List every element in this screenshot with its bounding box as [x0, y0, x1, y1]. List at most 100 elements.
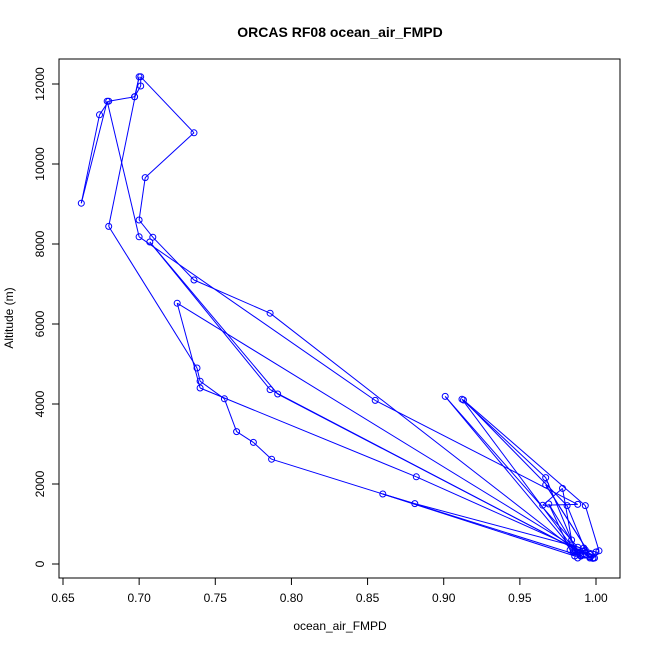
y-axis-label: Altitude (m) — [2, 287, 16, 348]
series-segment — [584, 505, 600, 551]
series-segment — [577, 553, 585, 559]
series-segment — [193, 279, 271, 314]
data-point — [274, 390, 282, 398]
data-point — [77, 199, 85, 207]
series-segment — [138, 177, 146, 221]
y-tick-label: 6000 — [33, 310, 47, 337]
x-tick-label: 0.70 — [127, 591, 151, 605]
data-point — [581, 546, 589, 554]
x-tick-label: 0.95 — [508, 591, 532, 605]
series-segment — [545, 484, 591, 555]
data-point — [135, 233, 143, 241]
data-point — [569, 548, 577, 556]
data-point — [559, 484, 566, 492]
series-segment — [106, 101, 140, 237]
data-point — [586, 553, 594, 561]
data-point — [412, 473, 420, 481]
data-point — [196, 377, 204, 385]
data-point — [563, 502, 571, 510]
series-segment — [176, 302, 591, 558]
y-tick-label: 2000 — [33, 470, 47, 497]
chart-title: ORCAS RF08 ocean_air_FMPD — [237, 24, 442, 40]
series-lines — [80, 76, 600, 559]
x-tick-label: 0.90 — [432, 591, 456, 605]
data-point — [568, 536, 576, 544]
data-point — [135, 216, 143, 224]
data-point — [268, 455, 276, 463]
data-point — [371, 396, 379, 404]
data-point — [545, 500, 553, 508]
x-axis: 0.65 0.70 0.75 0.80 0.85 0.90 0.95 1.00 — [51, 577, 608, 605]
data-point — [190, 276, 198, 284]
series-segment — [80, 101, 108, 204]
series-segment — [108, 226, 198, 369]
data-point — [173, 299, 181, 307]
y-axis: 0 2000 4000 6000 8000 10000 12000 — [33, 67, 60, 567]
y-tick-label: 12000 — [33, 67, 47, 101]
data-point — [571, 552, 579, 560]
series-segment — [253, 442, 272, 460]
series-segment — [277, 393, 591, 558]
data-point — [135, 73, 143, 81]
series-segment — [140, 76, 195, 134]
series-segment — [108, 96, 135, 102]
data-point — [574, 500, 582, 508]
data-point — [595, 547, 603, 555]
y-tick-label: 4000 — [33, 390, 47, 417]
series-segment — [374, 399, 578, 505]
series-segment — [382, 493, 575, 557]
data-point — [131, 93, 139, 101]
y-tick-label: 10000 — [33, 147, 47, 181]
data-point — [542, 474, 550, 482]
data-point — [580, 544, 588, 552]
data-point — [411, 500, 419, 508]
data-point — [137, 82, 145, 90]
data-point — [193, 364, 201, 372]
x-tick-label: 0.65 — [51, 591, 75, 605]
data-point — [141, 174, 149, 182]
data-point — [105, 222, 113, 230]
data-point — [460, 396, 467, 404]
data-point — [441, 392, 449, 400]
series-segment — [144, 132, 195, 178]
x-tick-label: 0.80 — [280, 591, 304, 605]
x-axis-label: ocean_air_FMPD — [293, 619, 387, 633]
series-segment — [463, 399, 568, 506]
series-segment — [223, 398, 238, 432]
data-point — [542, 481, 550, 489]
series-segment — [80, 114, 100, 204]
series-segment — [152, 236, 195, 281]
data-point — [146, 238, 154, 246]
data-point — [233, 428, 241, 436]
series-segment — [199, 387, 417, 478]
data-point — [249, 438, 257, 446]
y-tick-label: 0 — [33, 560, 47, 567]
series-segment — [196, 367, 201, 382]
series-segment — [149, 241, 279, 395]
x-tick-label: 1.00 — [584, 591, 608, 605]
data-point — [96, 111, 103, 119]
series-segment — [138, 236, 376, 401]
series-segment — [176, 303, 201, 389]
series-segment — [542, 503, 578, 506]
x-tick-label: 0.85 — [356, 591, 380, 605]
data-point — [379, 490, 387, 498]
data-point — [196, 384, 204, 392]
series-points — [77, 73, 603, 562]
data-point — [591, 554, 598, 562]
data-point — [105, 97, 113, 105]
data-point — [266, 386, 274, 394]
series-segment — [108, 76, 140, 227]
series-segment — [444, 396, 579, 548]
series-segment — [138, 219, 154, 238]
series-segment — [461, 398, 571, 545]
series-segment — [444, 396, 574, 551]
data-point — [574, 546, 582, 554]
y-tick-label: 8000 — [33, 230, 47, 257]
series-segment — [463, 399, 586, 506]
x-tick-label: 0.75 — [204, 591, 228, 605]
data-point — [581, 502, 589, 510]
data-point — [220, 395, 228, 403]
series-segment — [269, 312, 579, 553]
